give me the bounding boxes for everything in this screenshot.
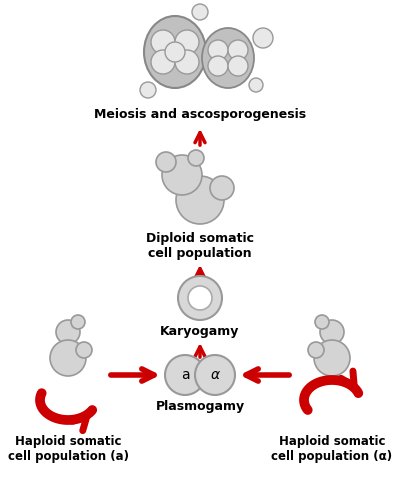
- Circle shape: [253, 28, 273, 48]
- Ellipse shape: [144, 16, 206, 88]
- Circle shape: [71, 315, 85, 329]
- Circle shape: [140, 82, 156, 98]
- Circle shape: [162, 155, 202, 195]
- Circle shape: [228, 56, 248, 76]
- Circle shape: [320, 320, 344, 344]
- Ellipse shape: [202, 28, 254, 88]
- Circle shape: [156, 152, 176, 172]
- Circle shape: [165, 42, 185, 62]
- Circle shape: [165, 355, 205, 395]
- Circle shape: [210, 176, 234, 200]
- Circle shape: [76, 342, 92, 358]
- Circle shape: [175, 50, 199, 74]
- Circle shape: [195, 355, 235, 395]
- Circle shape: [175, 30, 199, 54]
- Text: Haploid somatic
cell population (a): Haploid somatic cell population (a): [8, 435, 128, 463]
- Circle shape: [151, 50, 175, 74]
- Circle shape: [188, 150, 204, 166]
- Circle shape: [192, 4, 208, 20]
- Text: Haploid somatic
cell population (α): Haploid somatic cell population (α): [272, 435, 392, 463]
- Text: α: α: [210, 368, 220, 382]
- Circle shape: [249, 78, 263, 92]
- Circle shape: [151, 30, 175, 54]
- Circle shape: [178, 276, 222, 320]
- Text: Diploid somatic
cell population: Diploid somatic cell population: [146, 232, 254, 260]
- Circle shape: [308, 342, 324, 358]
- Circle shape: [56, 320, 80, 344]
- Circle shape: [208, 40, 228, 60]
- Text: Plasmogamy: Plasmogamy: [156, 400, 244, 413]
- Circle shape: [314, 340, 350, 376]
- Text: Meiosis and ascosporogenesis: Meiosis and ascosporogenesis: [94, 108, 306, 121]
- Text: a: a: [181, 368, 189, 382]
- Text: Karyogamy: Karyogamy: [160, 325, 240, 338]
- Circle shape: [50, 340, 86, 376]
- Circle shape: [315, 315, 329, 329]
- Circle shape: [228, 40, 248, 60]
- Circle shape: [176, 176, 224, 224]
- Circle shape: [208, 56, 228, 76]
- Circle shape: [188, 286, 212, 310]
